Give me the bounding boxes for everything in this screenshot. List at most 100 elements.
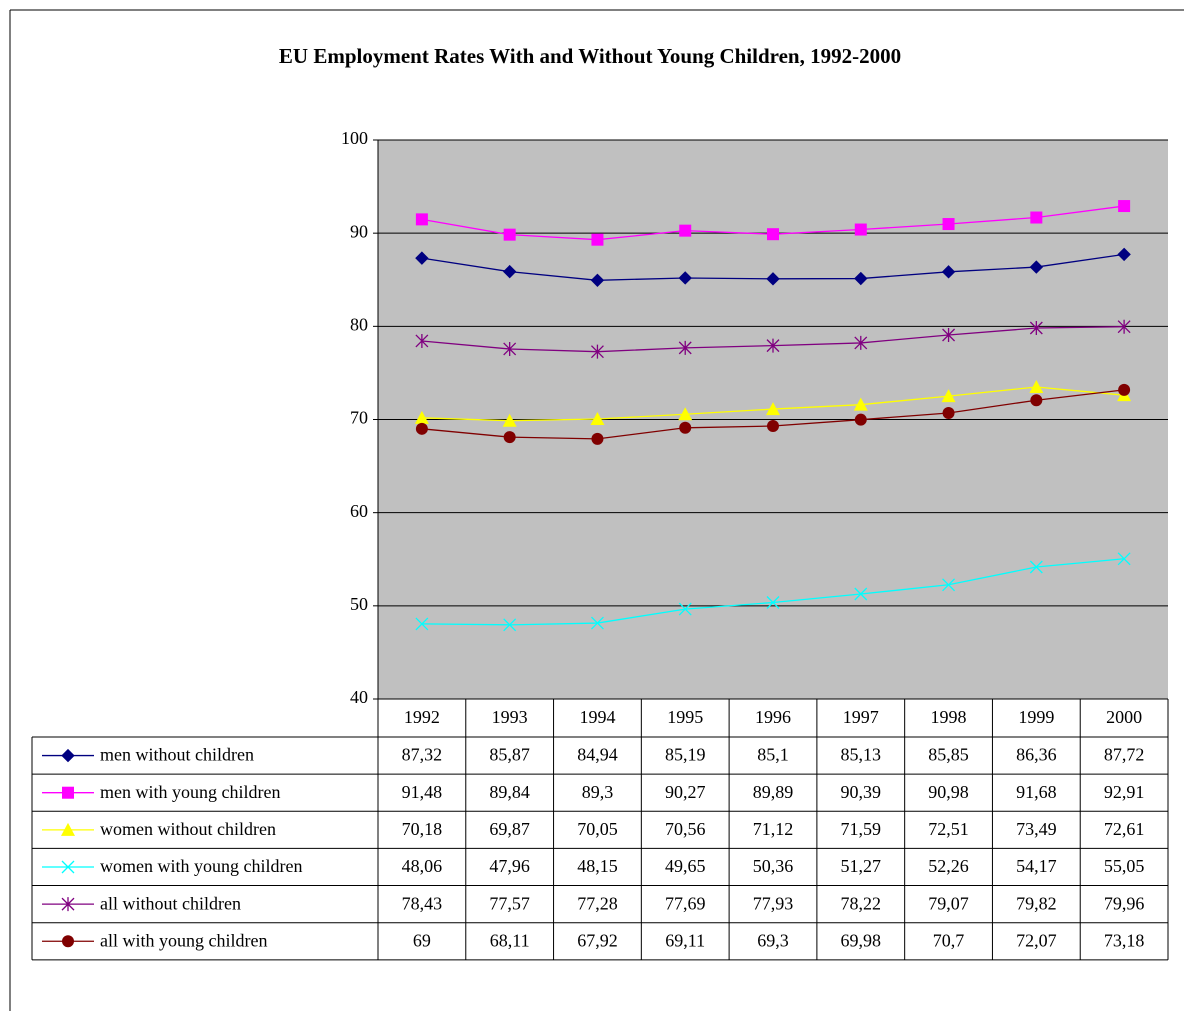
- table-value: 67,92: [577, 930, 618, 950]
- data-point: [590, 273, 605, 288]
- data-point: [678, 602, 692, 616]
- x-tick-label: 1995: [667, 707, 703, 727]
- table-value: 49,65: [665, 856, 706, 876]
- data-point: [502, 264, 517, 279]
- table-value: 79,96: [1104, 893, 1145, 913]
- table-value: 85,19: [665, 745, 706, 765]
- data-point: [679, 421, 692, 434]
- table-value: 85,1: [757, 745, 789, 765]
- data-point: [591, 233, 604, 246]
- table-value: 72,51: [928, 819, 969, 839]
- data-point: [941, 265, 956, 279]
- table-value: 85,13: [841, 745, 882, 765]
- data-point: [942, 327, 956, 342]
- table-value: 72,07: [1016, 930, 1057, 950]
- data-point: [415, 251, 429, 265]
- data-point: [941, 389, 956, 403]
- y-tick-label: 60: [350, 501, 368, 521]
- x-tick-label: 1996: [755, 707, 791, 727]
- legend-label: women with young children: [100, 856, 302, 876]
- table-value: 91,48: [402, 782, 443, 802]
- data-point: [590, 412, 605, 426]
- data-point: [1029, 560, 1043, 574]
- legend-label: men without children: [100, 745, 254, 765]
- x-tick-label: 1993: [492, 707, 528, 727]
- data-point: [678, 407, 693, 421]
- table-value: 52,26: [928, 856, 969, 876]
- data-point: [1118, 200, 1131, 213]
- data-point: [1030, 394, 1043, 407]
- table-value: 89,3: [582, 782, 614, 802]
- y-tick-label: 50: [350, 594, 368, 614]
- data-point: [767, 228, 779, 241]
- data-point: [1117, 247, 1131, 262]
- table-value: 72,61: [1104, 819, 1145, 839]
- legend-marker: [62, 786, 74, 799]
- data-point: [853, 397, 868, 411]
- data-point: [415, 333, 429, 348]
- chart-title: EU Employment Rates With and Without You…: [279, 44, 901, 68]
- x-tick-label: 1992: [404, 707, 440, 727]
- data-point: [1030, 211, 1043, 224]
- x-tick-label: 2000: [1106, 707, 1142, 727]
- data-point: [767, 420, 779, 433]
- table-value: 69,98: [841, 930, 882, 950]
- data-point: [503, 431, 516, 444]
- table-value: 70,56: [665, 819, 706, 839]
- table-value: 77,57: [489, 893, 530, 913]
- data-point: [503, 341, 517, 356]
- x-tick-label: 1997: [843, 707, 879, 727]
- data-point: [1029, 379, 1044, 393]
- data-point: [502, 413, 517, 427]
- table-value: 48,15: [577, 856, 618, 876]
- data-point: [942, 406, 955, 419]
- data-point: [854, 223, 867, 236]
- table-value: 90,39: [841, 782, 882, 802]
- table-value: 77,93: [753, 893, 794, 913]
- data-point: [591, 432, 604, 445]
- data-point: [679, 224, 692, 237]
- legend-marker: [61, 860, 75, 874]
- table-value: 84,94: [577, 745, 618, 765]
- data-point: [766, 402, 780, 416]
- x-tick-label: 1994: [579, 707, 615, 727]
- table-value: 78,22: [841, 893, 882, 913]
- table-value: 51,27: [841, 856, 882, 876]
- legend-label: all without children: [100, 893, 241, 913]
- table-value: 71,59: [841, 819, 882, 839]
- table-value: 54,17: [1016, 856, 1057, 876]
- y-tick-label: 80: [350, 314, 368, 334]
- table-value: 47,96: [489, 856, 530, 876]
- legend-marker: [61, 897, 75, 912]
- data-point: [1118, 383, 1131, 396]
- table-value: 70,18: [402, 819, 443, 839]
- data-point: [766, 338, 780, 353]
- table-value: 79,82: [1016, 893, 1057, 913]
- data-point: [1029, 321, 1043, 336]
- table-value: 48,06: [402, 856, 443, 876]
- data-point: [854, 587, 868, 601]
- table-value: 90,98: [928, 782, 969, 802]
- table-value: 50,36: [753, 856, 794, 876]
- table-value: 90,27: [665, 782, 706, 802]
- data-point: [854, 335, 868, 350]
- legend-marker: [61, 748, 75, 763]
- data-point: [590, 616, 604, 630]
- data-point: [678, 271, 692, 285]
- table-value: 85,85: [928, 745, 969, 765]
- table-value: 73,18: [1104, 930, 1145, 950]
- y-tick-label: 70: [350, 408, 368, 428]
- table-value: 86,36: [1016, 745, 1057, 765]
- table-value: 77,28: [577, 893, 618, 913]
- data-point: [590, 344, 604, 359]
- table-value: 69,3: [757, 930, 789, 950]
- table-value: 92,91: [1104, 782, 1145, 802]
- table-value: 79,07: [928, 893, 969, 913]
- data-point: [415, 617, 429, 631]
- table-value: 68,11: [490, 930, 530, 950]
- table-value: 73,49: [1016, 819, 1057, 839]
- table-value: 91,68: [1016, 782, 1057, 802]
- legend-marker: [61, 822, 75, 836]
- data-point: [415, 213, 428, 226]
- y-tick-label: 40: [350, 687, 368, 707]
